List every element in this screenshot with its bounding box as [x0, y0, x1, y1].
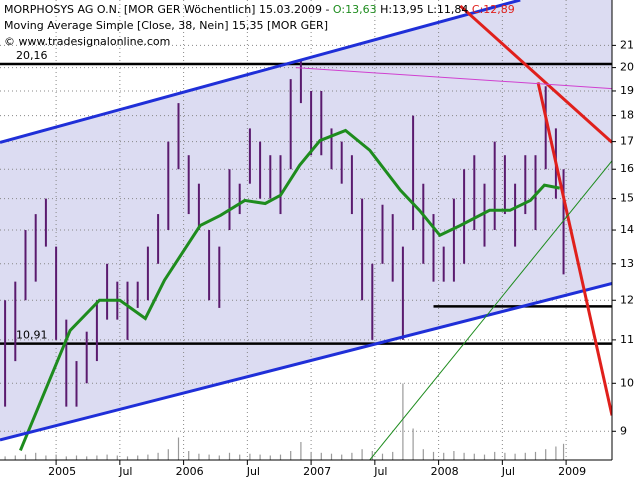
volume-bar [392, 451, 394, 460]
volume-bar [545, 449, 547, 460]
volume-bar [239, 454, 241, 460]
volume-bar [147, 454, 149, 460]
open: O:13,63 [332, 3, 377, 16]
y-tick-label: 12 [620, 293, 634, 306]
volume-bar [320, 452, 322, 460]
title-line: MORPHOSYS AG O.N. [MOR GER Wöchentlich] … [4, 2, 515, 18]
y-tick-label: 21 [620, 38, 634, 51]
volume-bar [494, 451, 496, 460]
symbol: MORPHOSYS AG O.N. [MOR GER Wöchentlich] … [4, 3, 330, 16]
volume-bar [562, 443, 565, 460]
volume-bar [381, 453, 384, 460]
trend-line [0, 282, 612, 442]
trend-line [459, 4, 612, 144]
y-tick-label: 19 [620, 84, 634, 97]
y-tick-label: 9 [620, 424, 627, 437]
volume-bar [473, 453, 475, 460]
volume-bar [218, 455, 220, 460]
x-tick-label: Jul [501, 465, 515, 478]
level-label: 20,16 [16, 49, 48, 62]
volume-bar [116, 455, 118, 460]
y-tick-label: 16 [620, 162, 634, 175]
volume-bar [177, 437, 180, 460]
x-tick-label: 2008 [431, 465, 459, 478]
volume-bar [249, 453, 251, 460]
close: C:12,89 [471, 3, 515, 16]
level-label: 10,91 [16, 329, 48, 342]
volume-bar [198, 453, 200, 460]
volume-bar [96, 455, 98, 460]
trend-line [295, 67, 612, 90]
indicator: Moving Average Simple [Close, 38, Nein] … [4, 19, 328, 32]
y-tick-label: 13 [620, 257, 634, 270]
volume-bar [157, 452, 159, 460]
volume-bar [75, 455, 78, 460]
volume-bar [167, 449, 169, 460]
high: H:13,95 [380, 3, 424, 16]
volume-bar [269, 455, 271, 460]
x-tick-label: 2009 [558, 465, 586, 478]
y-tick-label: 18 [620, 109, 634, 122]
channel-fill [0, 0, 612, 440]
volume-bar [432, 451, 435, 460]
copyright: © www.tradesignalonline.com [4, 35, 171, 48]
volume-bar [371, 451, 373, 460]
volume-bar [137, 455, 139, 460]
volume-bar [65, 456, 67, 460]
volume-bar [55, 454, 57, 460]
y-tick-label: 20 [620, 61, 634, 74]
y-tick-label: 10 [620, 376, 634, 389]
low: L:11,84 [427, 3, 469, 16]
x-tick-label: 2005 [48, 465, 76, 478]
x-tick-label: 2007 [303, 465, 331, 478]
y-tick-label: 11 [620, 333, 634, 346]
volume-bar [524, 452, 526, 460]
volume-bar [483, 454, 486, 460]
volume-bar [45, 455, 47, 460]
volume-bar [534, 451, 537, 460]
trend-line [536, 82, 612, 416]
x-tick-label: 2006 [176, 465, 204, 478]
x-tick-label: Jul [118, 465, 132, 478]
volume-bar [310, 451, 312, 460]
volume-bar [361, 449, 363, 460]
header: MORPHOSYS AG O.N. [MOR GER Wöchentlich] … [4, 2, 515, 50]
volume-bar [422, 449, 424, 460]
volume-bar [4, 456, 6, 460]
x-tick-label: Jul [373, 465, 387, 478]
volume-bar [126, 456, 129, 460]
volume-bar [463, 452, 465, 460]
trend-line [0, 0, 521, 144]
y-tick-label: 14 [620, 223, 634, 236]
volume-bar [279, 454, 282, 460]
y-tick-label: 15 [620, 192, 634, 205]
volume-bar [341, 454, 343, 460]
volume-bar [504, 452, 506, 460]
volume-bar [443, 452, 445, 460]
volume-bar [228, 452, 231, 460]
volume-bar [188, 451, 190, 460]
volume-bar [330, 453, 333, 460]
volume-bar [14, 455, 16, 460]
volume-bar [86, 456, 88, 460]
x-tick-label: Jul [246, 465, 260, 478]
volume-bar [300, 442, 302, 460]
y-tick-label: 17 [620, 135, 634, 148]
volume-bar [106, 454, 108, 460]
volume-bar [24, 454, 27, 460]
trend-line [369, 160, 612, 460]
volume-bar [402, 383, 404, 460]
volume-bar [514, 453, 516, 460]
volume-bar [412, 428, 414, 460]
volume-bar [453, 451, 455, 460]
volume-bar [35, 452, 37, 460]
volume-bar [351, 452, 353, 460]
moving-average [19, 128, 561, 451]
volume-bar [555, 446, 557, 460]
volume-bar [208, 454, 210, 460]
volume-bar [259, 454, 261, 460]
volume-bar [290, 451, 292, 460]
